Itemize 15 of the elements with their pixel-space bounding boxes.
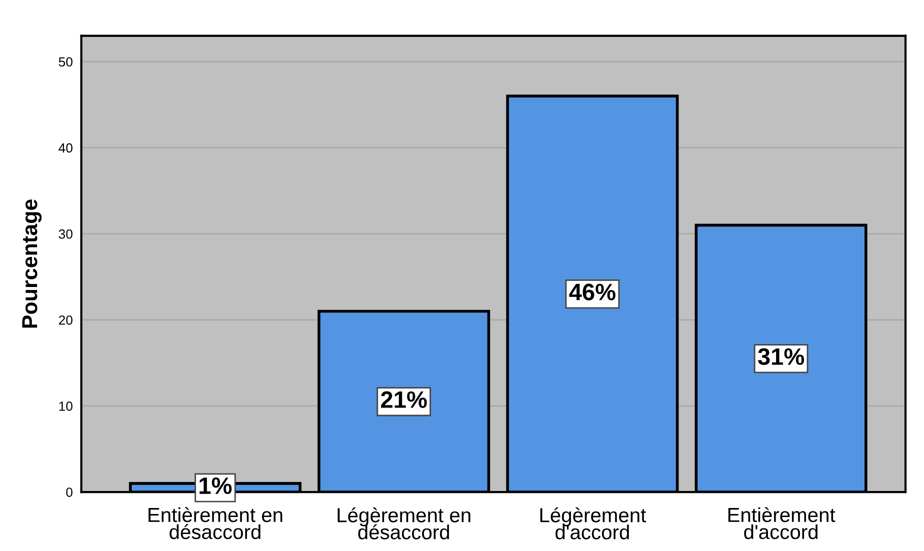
data-label: 1% [200, 477, 232, 494]
data-label: 46% [569, 284, 616, 300]
x-tick-label: Entièrement en désaccord [148, 507, 282, 540]
y-tick-label: 40 [58, 143, 72, 153]
y-tick-label: 30 [58, 229, 72, 239]
x-tick-label: Légèrement d'accord [540, 507, 646, 540]
x-tick-label: Entièrement d'accord [728, 507, 836, 540]
y-tick-label: 50 [58, 57, 72, 67]
x-tick-label: Légèrement en désaccord [338, 507, 470, 540]
y-tick-label: 0 [66, 488, 72, 497]
y-axis-title: Pourcentage [22, 199, 42, 328]
data-label: 31% [758, 348, 804, 365]
data-label: 21% [381, 391, 427, 408]
y-tick-label: 10 [59, 402, 72, 411]
y-tick-label: 20 [58, 315, 72, 325]
